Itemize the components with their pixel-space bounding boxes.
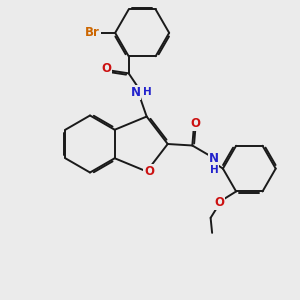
Text: H: H: [143, 87, 152, 97]
Text: H: H: [209, 165, 218, 175]
Text: O: O: [144, 165, 154, 178]
Text: O: O: [214, 196, 224, 209]
Text: N: N: [130, 86, 141, 99]
Text: N: N: [209, 152, 219, 165]
Text: Br: Br: [85, 26, 100, 39]
Text: O: O: [190, 117, 200, 130]
Text: O: O: [101, 62, 111, 75]
